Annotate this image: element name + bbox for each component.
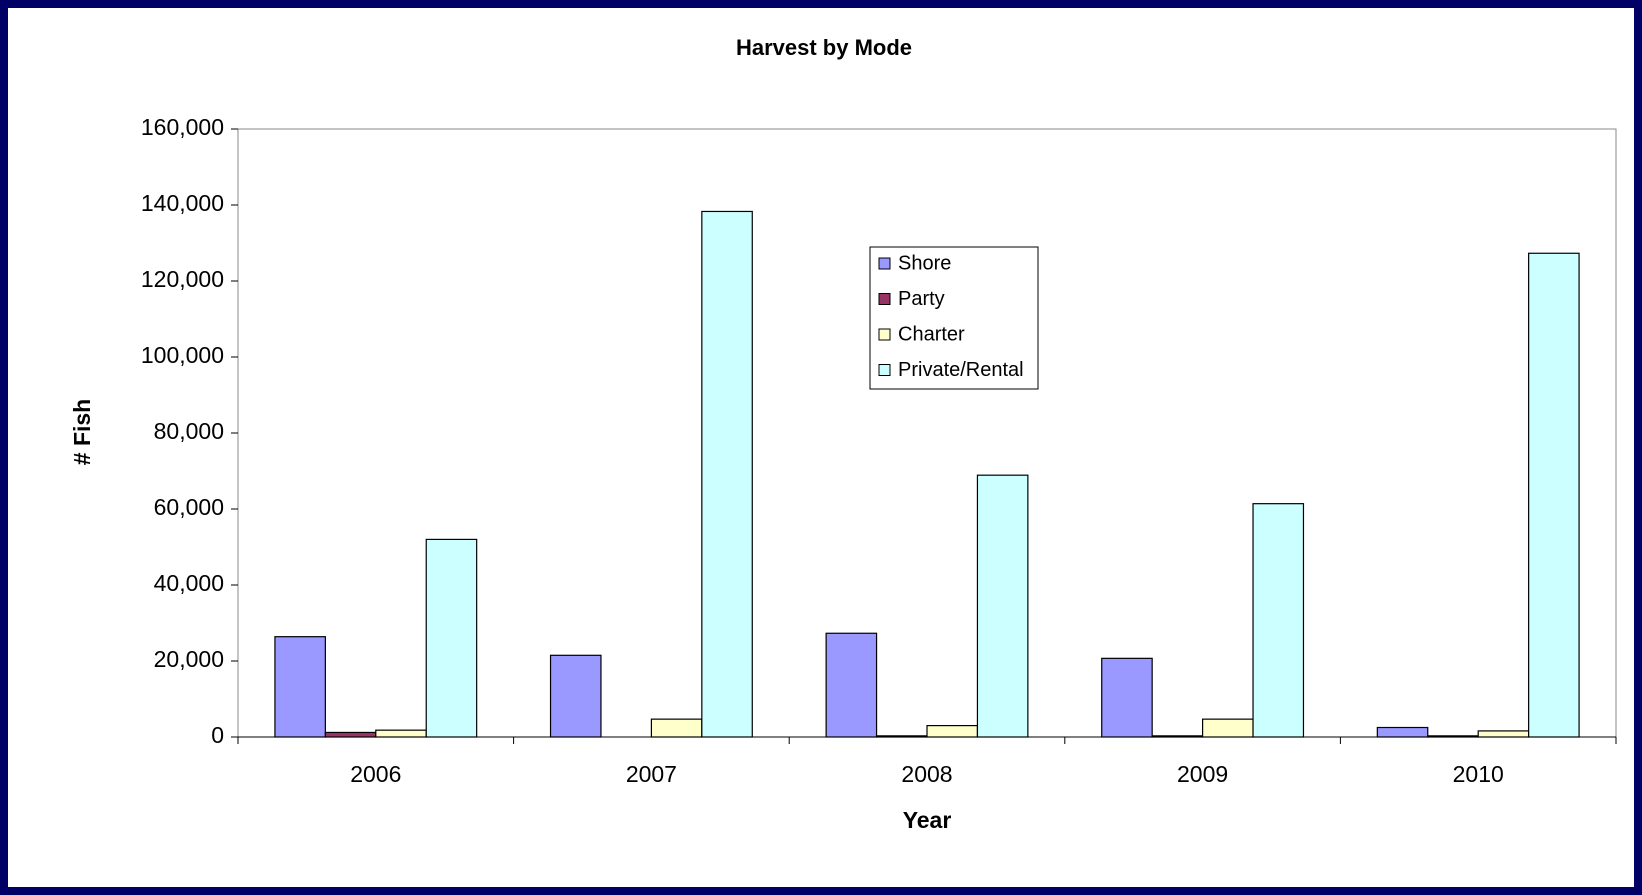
y-tick-label: 0 <box>211 722 224 748</box>
x-tick-label: 2007 <box>626 761 677 787</box>
y-tick-label: 40,000 <box>154 570 224 596</box>
y-tick-label: 140,000 <box>141 190 224 216</box>
legend-label: Party <box>898 288 945 310</box>
y-axis-label: # Fish <box>69 399 95 465</box>
bar <box>1477 730 1530 738</box>
y-tick-label: 60,000 <box>154 494 224 520</box>
legend-swatch <box>878 328 891 341</box>
bar <box>650 718 703 738</box>
legend-box <box>869 246 1039 390</box>
bar <box>825 632 878 738</box>
bar <box>1101 657 1153 738</box>
bar <box>549 654 602 738</box>
legend-label: Charter <box>898 323 965 345</box>
x-axis-label: Year <box>903 807 952 833</box>
bar <box>425 538 478 738</box>
bar <box>1427 735 1479 738</box>
legend-swatch <box>878 364 891 376</box>
bar <box>1151 735 1204 738</box>
legend-label: Private/Rental <box>898 359 1024 381</box>
y-tick-label: 100,000 <box>141 342 224 368</box>
bar <box>976 474 1029 738</box>
chart-background <box>8 8 1634 887</box>
bar <box>1252 503 1305 738</box>
x-tick-label: 2009 <box>1177 761 1228 787</box>
bar <box>1528 252 1580 738</box>
y-tick-label: 120,000 <box>141 266 224 292</box>
legend-swatch <box>878 293 891 305</box>
bar <box>701 210 753 738</box>
bar <box>926 724 979 738</box>
y-tick-label: 20,000 <box>154 646 224 672</box>
x-tick-label: 2008 <box>901 761 952 787</box>
legend-swatch <box>878 257 891 270</box>
legend-label: Shore <box>898 252 951 274</box>
y-tick-label: 80,000 <box>154 418 224 444</box>
bar <box>375 729 427 738</box>
x-tick-label: 2006 <box>350 761 401 787</box>
bar <box>274 636 326 738</box>
chart-title: Harvest by Mode <box>736 35 912 60</box>
bar <box>875 735 928 738</box>
bar <box>324 731 377 738</box>
y-tick-label: 160,000 <box>141 114 224 140</box>
bar <box>1376 726 1429 738</box>
x-tick-label: 2010 <box>1453 761 1504 787</box>
bar <box>1201 718 1254 738</box>
